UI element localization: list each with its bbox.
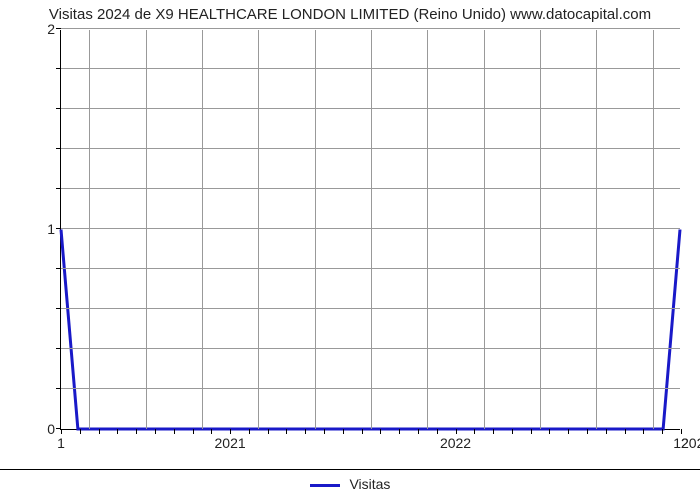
x-axis-minor-tick xyxy=(268,429,269,434)
x-axis-minor-tick xyxy=(61,429,62,434)
x-axis-minor-tick xyxy=(362,429,363,434)
x-axis-minor-tick xyxy=(343,429,344,434)
x-axis-minor-tick xyxy=(380,429,381,434)
y-axis-minor-tick xyxy=(56,388,61,389)
grid-vertical xyxy=(596,30,597,429)
x-axis-minor-tick xyxy=(211,429,212,434)
x-axis-minor-tick xyxy=(230,429,231,434)
x-axis-minor-tick xyxy=(606,429,607,434)
grid-vertical xyxy=(202,30,203,429)
y-axis-tick-label: 1 xyxy=(33,221,55,237)
x-axis-minor-tick xyxy=(418,429,419,434)
x-axis-minor-tick xyxy=(493,429,494,434)
x-axis-minor-tick xyxy=(324,429,325,434)
legend-swatch xyxy=(310,484,340,487)
grid-vertical xyxy=(484,30,485,429)
x-axis-minor-tick xyxy=(681,429,682,434)
y-axis-tick-label: 2 xyxy=(33,21,55,37)
grid-vertical xyxy=(315,30,316,429)
x-axis-tick-label: 2021 xyxy=(215,435,246,451)
y-axis-minor-tick xyxy=(56,188,61,189)
legend-label: Visitas xyxy=(349,476,390,492)
y-axis-minor-tick xyxy=(56,28,61,29)
y-axis-tick-label: 0 xyxy=(33,421,55,437)
grid-vertical xyxy=(653,30,654,429)
y-axis-minor-tick xyxy=(56,228,61,229)
y-axis-minor-tick xyxy=(56,108,61,109)
x-axis-minor-tick xyxy=(625,429,626,434)
y-axis-minor-tick xyxy=(56,148,61,149)
chart-title: Visitas 2024 de X9 HEALTHCARE LONDON LIM… xyxy=(0,6,700,23)
x-axis-minor-tick xyxy=(568,429,569,434)
grid-vertical xyxy=(89,30,90,429)
x-axis-minor-tick xyxy=(99,429,100,434)
y-axis-minor-tick xyxy=(56,348,61,349)
grid-vertical xyxy=(258,30,259,429)
x-axis-minor-tick xyxy=(305,429,306,434)
x-axis-minor-tick xyxy=(286,429,287,434)
x-axis-minor-tick xyxy=(117,429,118,434)
grid-vertical xyxy=(146,30,147,429)
x-axis-minor-tick xyxy=(437,429,438,434)
x-axis-tick-label: 1 xyxy=(57,435,65,451)
x-axis-minor-tick xyxy=(662,429,663,434)
x-axis-minor-tick xyxy=(136,429,137,434)
x-axis-minor-tick xyxy=(249,429,250,434)
grid-vertical xyxy=(427,30,428,429)
x-axis-minor-tick xyxy=(80,429,81,434)
x-axis-minor-tick xyxy=(174,429,175,434)
grid-vertical xyxy=(540,30,541,429)
chart-container: 01212021202212202 xyxy=(60,30,680,430)
x-axis-minor-tick xyxy=(587,429,588,434)
y-axis-minor-tick xyxy=(56,308,61,309)
x-axis-minor-tick xyxy=(512,429,513,434)
x-axis-minor-tick xyxy=(474,429,475,434)
y-axis-minor-tick xyxy=(56,268,61,269)
x-axis-minor-tick xyxy=(155,429,156,434)
legend: Visitas xyxy=(0,476,700,492)
x-axis-minor-tick xyxy=(193,429,194,434)
grid-vertical xyxy=(371,30,372,429)
x-axis-tick-label: 2022 xyxy=(440,435,471,451)
x-axis-minor-tick xyxy=(643,429,644,434)
x-axis-tick-label: 202 xyxy=(681,435,700,451)
x-axis-minor-tick xyxy=(531,429,532,434)
grid-horizontal xyxy=(61,28,680,29)
x-axis-minor-tick xyxy=(399,429,400,434)
plot-area: 01212021202212202 xyxy=(60,30,680,430)
x-axis-minor-tick xyxy=(456,429,457,434)
bottom-divider xyxy=(0,469,700,470)
y-axis-minor-tick xyxy=(56,68,61,69)
x-axis-minor-tick xyxy=(549,429,550,434)
